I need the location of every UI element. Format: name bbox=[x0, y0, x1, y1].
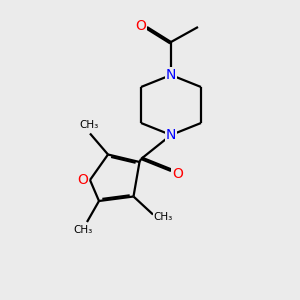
Text: CH₃: CH₃ bbox=[73, 225, 92, 236]
Text: O: O bbox=[77, 173, 88, 187]
Text: N: N bbox=[166, 68, 176, 82]
Text: O: O bbox=[135, 19, 146, 32]
Text: CH₃: CH₃ bbox=[154, 212, 173, 223]
Text: CH₃: CH₃ bbox=[79, 120, 98, 130]
Text: N: N bbox=[166, 128, 176, 142]
Text: O: O bbox=[172, 167, 183, 181]
